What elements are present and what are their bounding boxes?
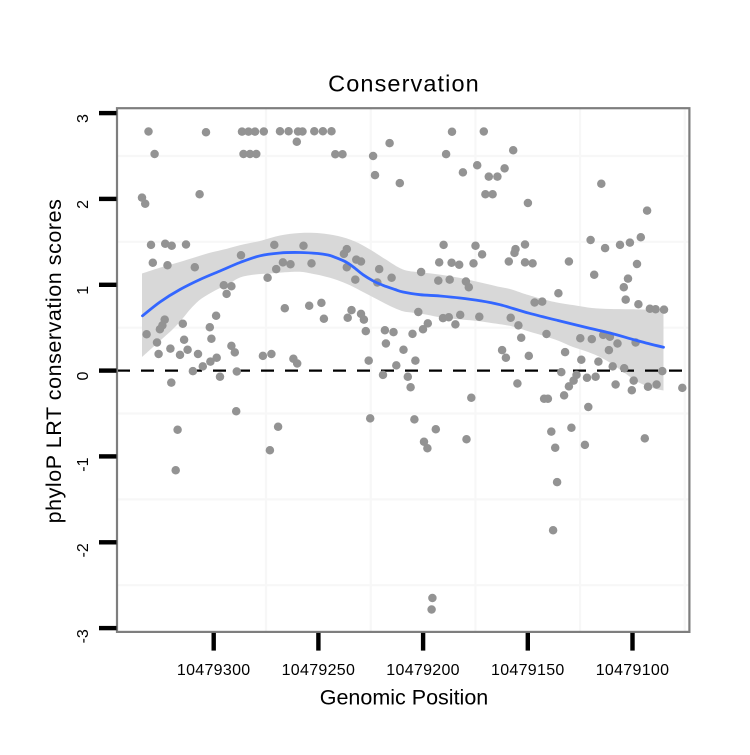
svg-text:2: 2 [75,200,92,209]
svg-text:3: 3 [75,114,92,123]
svg-text:10479100: 10479100 [596,662,670,679]
svg-text:0: 0 [75,372,92,381]
svg-text:10479150: 10479150 [491,662,565,679]
svg-text:-3: -3 [75,629,92,643]
svg-text:1: 1 [75,286,92,295]
svg-text:10479250: 10479250 [282,662,356,679]
svg-text:10479300: 10479300 [177,662,251,679]
svg-text:Conservation: Conservation [328,71,480,97]
svg-text:10479200: 10479200 [386,662,460,679]
svg-text:phyloP LRT conservation scores: phyloP LRT conservation scores [42,199,66,524]
svg-text:Genomic Position: Genomic Position [320,686,489,710]
svg-text:-2: -2 [75,543,92,557]
svg-text:-1: -1 [75,457,92,471]
